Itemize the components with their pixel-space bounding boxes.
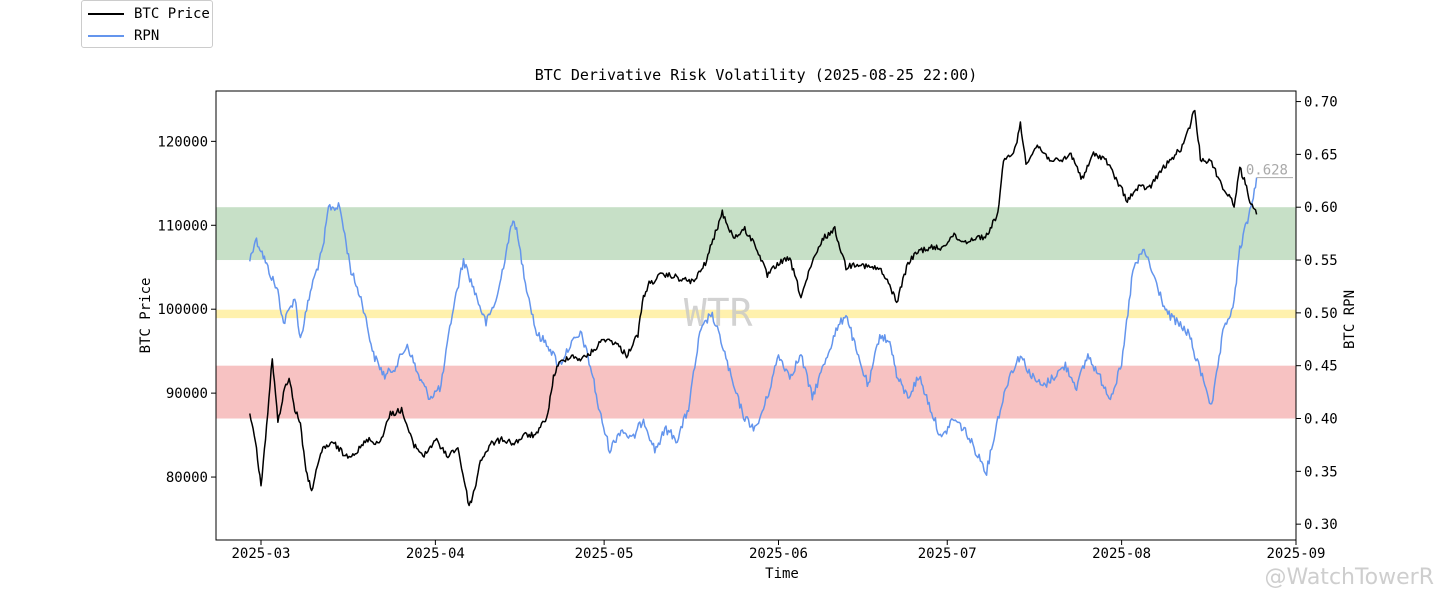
left-tick-label: 90000 <box>166 386 208 402</box>
left-axis-label: BTC Price <box>138 278 154 354</box>
right-tick-label: 0.65 <box>1304 147 1338 163</box>
x-axis-label: Time <box>765 566 799 582</box>
x-tick-label: 2025-03 <box>231 546 290 562</box>
right-axis-label: BTC RPN <box>1342 290 1358 349</box>
credit-watermark: @WatchTowerR <box>1264 565 1434 590</box>
x-tick-label: 2025-09 <box>1266 546 1325 562</box>
chart-title: BTC Derivative Risk Volatility (2025-08-… <box>535 66 978 84</box>
left-tick-label: 120000 <box>157 134 208 150</box>
series-group <box>249 109 1258 507</box>
x-tick-label: 2025-06 <box>749 546 808 562</box>
x-tick-label: 2025-04 <box>406 546 465 562</box>
right-tick-label: 0.35 <box>1304 464 1338 480</box>
rpn-series-line <box>249 177 1258 476</box>
btc-price-series-line <box>249 109 1258 507</box>
legend-label-btc-price: BTC Price <box>134 6 210 22</box>
legend-label-rpn: RPN <box>134 28 160 44</box>
right-tick-label: 0.55 <box>1304 253 1338 269</box>
right-tick-label: 0.40 <box>1304 412 1338 428</box>
last-rpn-value-label: 0.628 <box>1246 163 1288 179</box>
x-tick-label: 2025-07 <box>918 546 977 562</box>
right-tick-label: 0.70 <box>1304 95 1338 111</box>
chart-legend: BTC Price RPN <box>81 0 213 48</box>
band-yellow <box>216 309 1296 319</box>
right-tick-label: 0.60 <box>1304 200 1338 216</box>
plot-frame <box>215 90 1297 541</box>
band-red <box>216 365 1296 419</box>
legend-swatch-rpn <box>88 35 124 37</box>
legend-item-rpn: RPN <box>88 26 159 46</box>
legend-swatch-btc-price <box>88 13 124 15</box>
x-tick-label: 2025-08 <box>1092 546 1151 562</box>
band-green <box>216 207 1296 261</box>
right-tick-label: 0.30 <box>1304 517 1338 533</box>
left-tick-label: 110000 <box>157 218 208 234</box>
right-tick-label: 0.45 <box>1304 359 1338 375</box>
left-tick-label: 100000 <box>157 302 208 318</box>
right-tick-label: 0.50 <box>1304 306 1338 322</box>
left-tick-label: 80000 <box>166 470 208 486</box>
legend-item-btc-price: BTC Price <box>88 4 210 24</box>
x-tick-label: 2025-05 <box>575 546 634 562</box>
